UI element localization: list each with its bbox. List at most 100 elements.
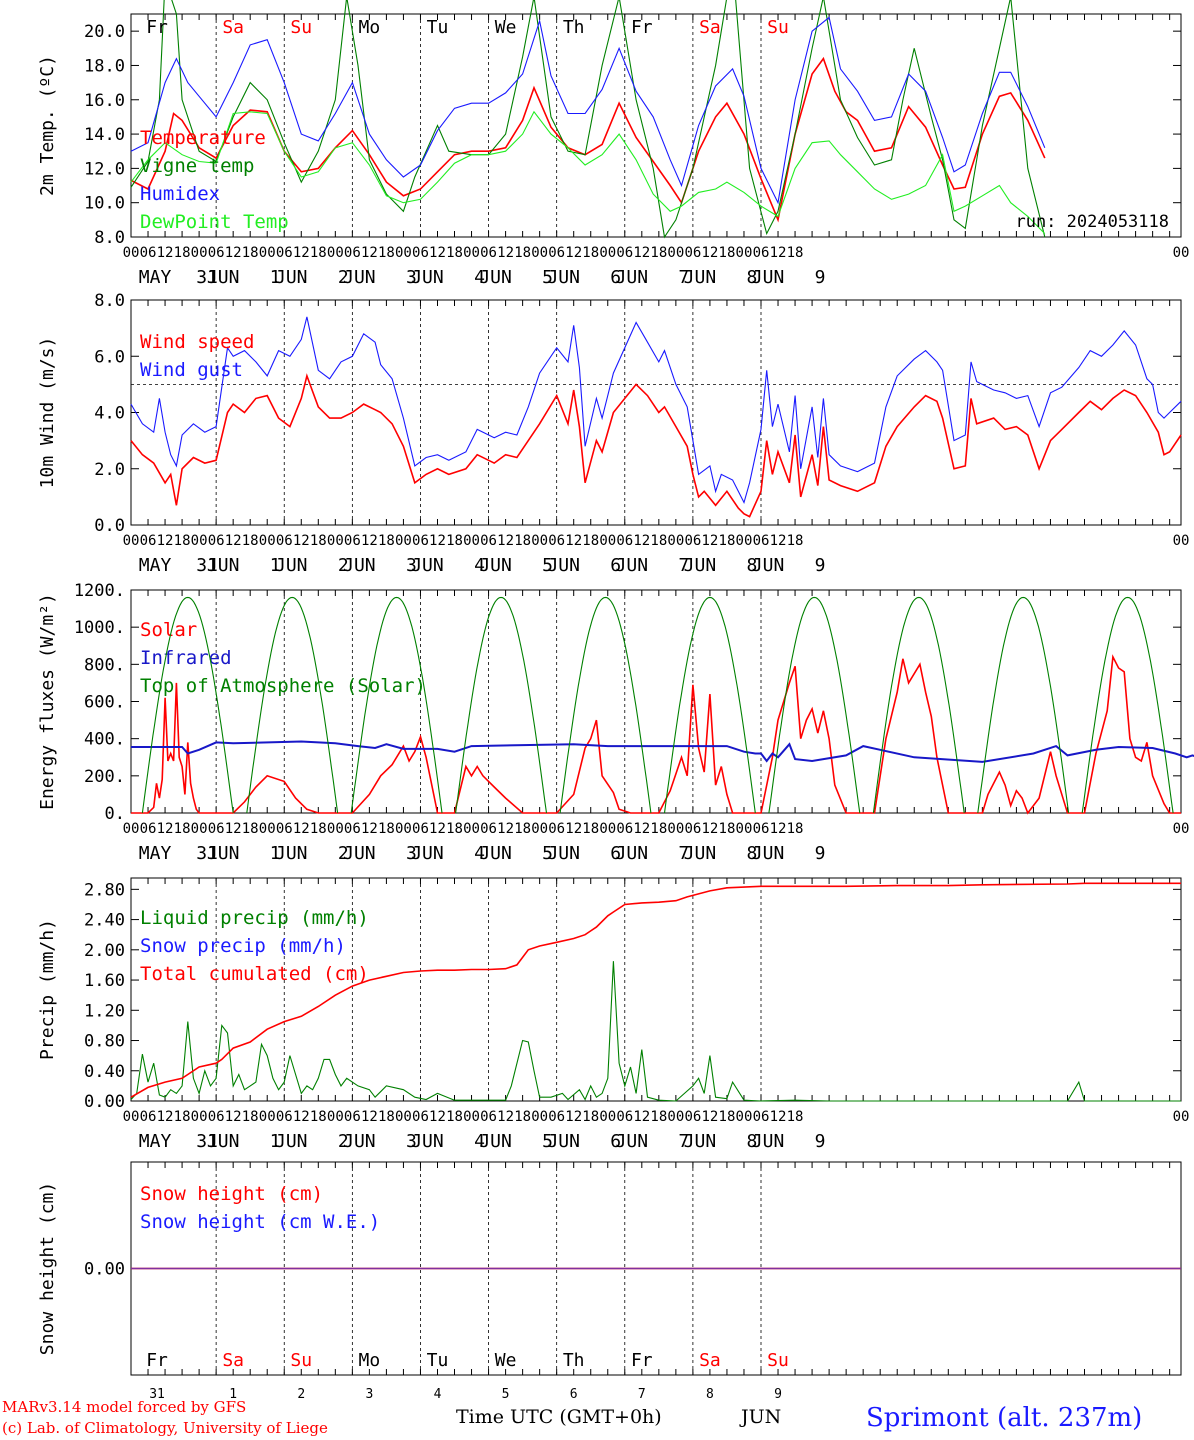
day-label-bottom: Th xyxy=(563,1350,585,1371)
hour-tick-label: 18 xyxy=(582,821,599,837)
hour-tick-label: 06 xyxy=(412,533,429,549)
hour-tick-label: 12 xyxy=(225,1109,242,1125)
hour-tick-label: 06 xyxy=(208,533,225,549)
day-label-top: Fr xyxy=(631,17,653,38)
hour-tick-label: 00 xyxy=(736,533,753,549)
hour-tick-label: 06 xyxy=(616,533,633,549)
y-tick-label: 14.0 xyxy=(84,125,125,145)
legend-entry: Wind speed xyxy=(140,331,254,353)
date-month-label: JUN xyxy=(411,1131,444,1152)
date-day-label: 2 xyxy=(338,555,349,576)
hour-tick-label: 12 xyxy=(429,1109,446,1125)
hour-tick-label: 18 xyxy=(719,1109,736,1125)
hour-tick-label: 00 xyxy=(531,245,548,261)
date-day-label: 31 xyxy=(196,1131,218,1152)
y-tick-label: 600. xyxy=(84,693,125,713)
hour-tick-label: 00 xyxy=(1173,1109,1190,1125)
legend-entry: Liquid precip (mm/h) xyxy=(140,907,369,929)
hour-tick-label: 06 xyxy=(140,245,157,261)
y-axis-label: Snow height (cm) xyxy=(37,1182,58,1355)
hour-tick-label: 12 xyxy=(429,245,446,261)
date-day-label: 9 xyxy=(815,555,826,576)
hour-tick-label: 12 xyxy=(361,821,378,837)
day-number-bottom: 31 xyxy=(149,1387,165,1402)
series-line xyxy=(130,16,1046,205)
date-day-label: 9 xyxy=(815,267,826,288)
y-tick-label: 8.0 xyxy=(94,228,125,248)
hour-tick-label: 06 xyxy=(548,533,565,549)
date-month-label: JUN xyxy=(547,555,580,576)
hour-tick-label: 12 xyxy=(157,533,174,549)
legend-entry: Solar xyxy=(140,619,197,641)
date-month-label: JUN xyxy=(275,843,308,864)
hour-tick-label: 06 xyxy=(616,245,633,261)
date-month-label: JUN xyxy=(479,267,512,288)
date-month-label: JUN xyxy=(616,267,649,288)
hour-tick-label: 12 xyxy=(633,1109,650,1125)
hour-tick-label: 18 xyxy=(582,245,599,261)
y-tick-label: 2.0 xyxy=(94,460,125,480)
hour-tick-label: 06 xyxy=(344,1109,361,1125)
hour-tick-label: 18 xyxy=(650,1109,667,1125)
panel-4-frame xyxy=(130,877,1182,1102)
date-day-label: 1 xyxy=(270,267,281,288)
hour-tick-label: 00 xyxy=(395,1109,412,1125)
day-number-bottom: 8 xyxy=(706,1387,714,1402)
hour-tick-label: 12 xyxy=(157,1109,174,1125)
date-month-label: JUN xyxy=(616,1131,649,1152)
day-label-bottom: We xyxy=(495,1350,517,1371)
toa-solar-arch xyxy=(663,596,756,814)
toa-solar-arch xyxy=(141,596,234,814)
date-day-label: 4 xyxy=(474,843,485,864)
series-line xyxy=(130,961,1181,1102)
day-number-bottom: 1 xyxy=(229,1387,237,1402)
toa-solar-arch xyxy=(246,596,339,814)
date-month-label: JUN xyxy=(207,1131,240,1152)
hour-tick-label: 00 xyxy=(327,533,344,549)
hour-tick-label: 00 xyxy=(599,1109,616,1125)
day-label-bottom: Tu xyxy=(427,1350,449,1371)
hour-tick-label: 18 xyxy=(787,821,804,837)
y-tick-label: 2.00 xyxy=(84,941,125,961)
hour-tick-label: 00 xyxy=(327,821,344,837)
hour-tick-label: 12 xyxy=(497,245,514,261)
hour-tick-label: 06 xyxy=(344,821,361,837)
legend-entry: Total cumulated (cm) xyxy=(140,963,369,985)
hour-tick-label: 00 xyxy=(123,245,140,261)
hour-tick-label: 18 xyxy=(378,821,395,837)
date-month-label: JUN xyxy=(547,267,580,288)
hour-tick-label: 12 xyxy=(633,821,650,837)
hour-tick-label: 00 xyxy=(463,821,480,837)
hour-tick-label: 00 xyxy=(1173,533,1190,549)
hour-tick-label: 06 xyxy=(276,245,293,261)
hour-tick-label: 12 xyxy=(701,821,718,837)
hour-tick-label: 12 xyxy=(497,1109,514,1125)
hour-tick-label: 06 xyxy=(753,245,770,261)
hour-tick-label: 12 xyxy=(361,533,378,549)
time-axis-label: Time UTC (GMT+0h) xyxy=(456,1406,662,1428)
hour-tick-label: 12 xyxy=(293,245,310,261)
hour-tick-label: 12 xyxy=(770,821,787,837)
y-tick-label: 0.00 xyxy=(84,1260,125,1280)
hour-tick-label: 18 xyxy=(446,821,463,837)
legend-entry: Infrared xyxy=(140,647,232,669)
hour-tick-label: 06 xyxy=(276,1109,293,1125)
date-month-label: JUN xyxy=(547,843,580,864)
hour-tick-label: 12 xyxy=(633,533,650,549)
date-month-label: MAY xyxy=(139,1131,172,1152)
hour-tick-label: 06 xyxy=(684,821,701,837)
hour-tick-label: 12 xyxy=(497,533,514,549)
hour-tick-label: 18 xyxy=(650,245,667,261)
date-month-label: JUN xyxy=(343,1131,376,1152)
legend-entry: Wind gust xyxy=(140,359,243,381)
hour-tick-label: 06 xyxy=(140,1109,157,1125)
hour-tick-label: 06 xyxy=(548,245,565,261)
hour-tick-label: 18 xyxy=(446,245,463,261)
date-day-label: 8 xyxy=(746,1131,757,1152)
hour-tick-label: 12 xyxy=(565,821,582,837)
hour-tick-label: 06 xyxy=(412,821,429,837)
day-label-bottom: Fr xyxy=(631,1350,653,1371)
toa-solar-arch xyxy=(872,596,965,814)
y-tick-label: 1000. xyxy=(74,618,125,638)
hour-tick-label: 12 xyxy=(225,821,242,837)
